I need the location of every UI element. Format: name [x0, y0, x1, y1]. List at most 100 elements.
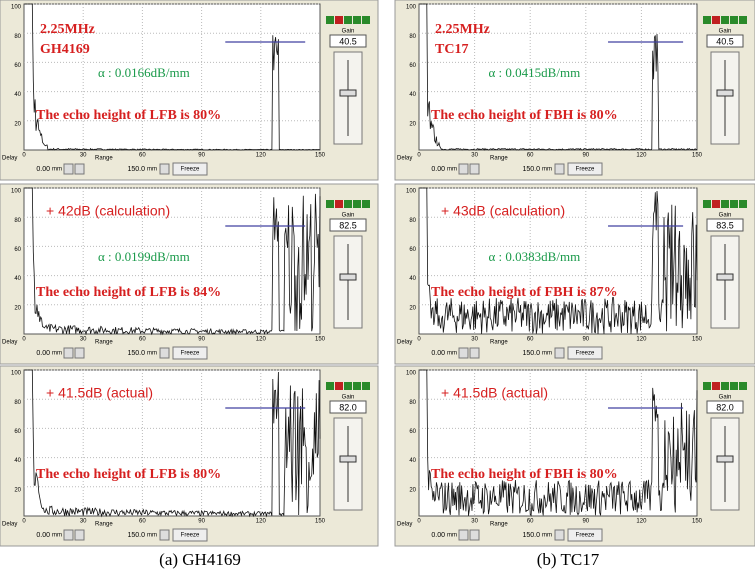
mode-button[interactable] — [326, 16, 334, 24]
x-tick-label: 60 — [139, 337, 146, 343]
y-tick-label: 80 — [409, 34, 416, 40]
mode-button[interactable] — [721, 382, 729, 390]
unit: mm — [542, 533, 552, 539]
y-tick-label: 20 — [14, 487, 21, 493]
mode-button[interactable] — [703, 382, 711, 390]
slider-thumb[interactable] — [340, 456, 356, 462]
gain-label: Gain — [719, 29, 732, 35]
gain-label: Gain — [342, 29, 355, 35]
delay-up[interactable] — [75, 348, 84, 358]
range-label: Range — [490, 340, 508, 346]
freeze-label: Freeze — [576, 167, 595, 173]
delay-up[interactable] — [470, 348, 479, 358]
mode-button[interactable] — [362, 200, 370, 208]
y-tick-label: 80 — [409, 218, 416, 224]
x-tick-label: 120 — [256, 153, 267, 159]
range-down[interactable] — [555, 164, 564, 174]
mode-button[interactable] — [721, 200, 729, 208]
mode-button[interactable] — [335, 200, 343, 208]
material: GH4169 — [40, 42, 90, 57]
mode-button[interactable] — [730, 200, 738, 208]
y-tick-label: 40 — [409, 92, 416, 98]
mode-button[interactable] — [721, 16, 729, 24]
range-down[interactable] — [160, 164, 169, 174]
delay-up[interactable] — [75, 530, 84, 540]
gain-label: Gain — [719, 213, 732, 219]
mode-button[interactable] — [703, 200, 711, 208]
mode-button[interactable] — [739, 16, 747, 24]
y-tick-label: 60 — [14, 247, 21, 253]
unit: mm — [52, 533, 62, 539]
alpha: α : 0.0383dB/mm — [489, 249, 581, 264]
mode-button[interactable] — [730, 16, 738, 24]
delay-up[interactable] — [470, 530, 479, 540]
alpha: α : 0.0166dB/mm — [98, 65, 190, 80]
mode-button[interactable] — [353, 16, 361, 24]
mode-button[interactable] — [335, 16, 343, 24]
x-tick-label: 120 — [256, 519, 267, 525]
alpha: α : 0.0199dB/mm — [98, 249, 190, 264]
gain-label: Gain — [719, 395, 732, 401]
range-down[interactable] — [555, 530, 564, 540]
range-down[interactable] — [160, 348, 169, 358]
range-value: 150.0 — [522, 532, 540, 539]
unit: mm — [147, 351, 157, 357]
mode-button[interactable] — [353, 382, 361, 390]
delay-up[interactable] — [75, 164, 84, 174]
x-tick-label: 90 — [582, 153, 589, 159]
mode-button[interactable] — [712, 16, 720, 24]
slider-thumb[interactable] — [340, 274, 356, 280]
mode-button[interactable] — [353, 200, 361, 208]
range-down[interactable] — [555, 348, 564, 358]
delay-down[interactable] — [459, 530, 468, 540]
mode-button[interactable] — [344, 16, 352, 24]
y-tick-label: 80 — [14, 400, 21, 406]
mode-button[interactable] — [326, 382, 334, 390]
delay-down[interactable] — [64, 164, 73, 174]
x-tick-label: 30 — [471, 337, 478, 343]
gain-change: + 42dB (calculation) — [46, 203, 170, 219]
range-down[interactable] — [160, 530, 169, 540]
mode-button[interactable] — [335, 382, 343, 390]
slider-thumb[interactable] — [717, 90, 733, 96]
delay-down[interactable] — [64, 348, 73, 358]
mode-button[interactable] — [739, 200, 747, 208]
unit: mm — [447, 167, 457, 173]
delay-value: 0.00 — [36, 350, 50, 357]
unit: mm — [147, 533, 157, 539]
delay-down[interactable] — [64, 530, 73, 540]
unit: mm — [542, 167, 552, 173]
alpha: α : 0.0415dB/mm — [489, 65, 581, 80]
y-tick-label: 40 — [14, 458, 21, 464]
mode-button[interactable] — [344, 382, 352, 390]
y-tick-label: 20 — [14, 305, 21, 311]
x-tick-label: 150 — [315, 519, 326, 525]
mode-button[interactable] — [326, 200, 334, 208]
mode-button[interactable] — [712, 200, 720, 208]
mode-button[interactable] — [730, 382, 738, 390]
x-tick-label: 60 — [139, 153, 146, 159]
mode-button[interactable] — [739, 382, 747, 390]
unit: mm — [52, 351, 62, 357]
y-tick-label: 40 — [14, 92, 21, 98]
freeze-label: Freeze — [576, 351, 595, 357]
mode-button[interactable] — [703, 16, 711, 24]
mode-button[interactable] — [712, 382, 720, 390]
mode-button[interactable] — [362, 16, 370, 24]
freeze-label: Freeze — [576, 533, 595, 539]
slider-thumb[interactable] — [717, 456, 733, 462]
slider-thumb[interactable] — [717, 274, 733, 280]
mode-button[interactable] — [362, 382, 370, 390]
mode-button[interactable] — [344, 200, 352, 208]
x-tick-label: 30 — [471, 519, 478, 525]
echo-height: The echo height of LFB is 80% — [36, 467, 221, 482]
slider-thumb[interactable] — [340, 90, 356, 96]
delay-down[interactable] — [459, 348, 468, 358]
y-tick-label: 40 — [409, 458, 416, 464]
delay-down[interactable] — [459, 164, 468, 174]
range-value: 150.0 — [522, 166, 540, 173]
y-tick-label: 60 — [409, 247, 416, 253]
gain-value: 82.0 — [339, 402, 357, 412]
delay-up[interactable] — [470, 164, 479, 174]
x-tick-label: 120 — [636, 153, 647, 159]
